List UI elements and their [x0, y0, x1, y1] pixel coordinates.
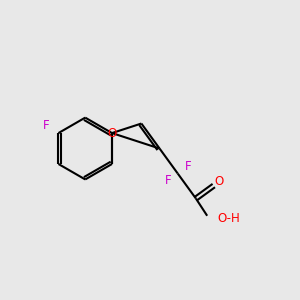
Text: F: F	[184, 160, 191, 173]
Text: O-H: O-H	[218, 212, 240, 225]
Text: F: F	[42, 119, 49, 132]
Text: O: O	[214, 175, 224, 188]
Text: F: F	[164, 174, 171, 187]
Text: O: O	[107, 127, 117, 140]
